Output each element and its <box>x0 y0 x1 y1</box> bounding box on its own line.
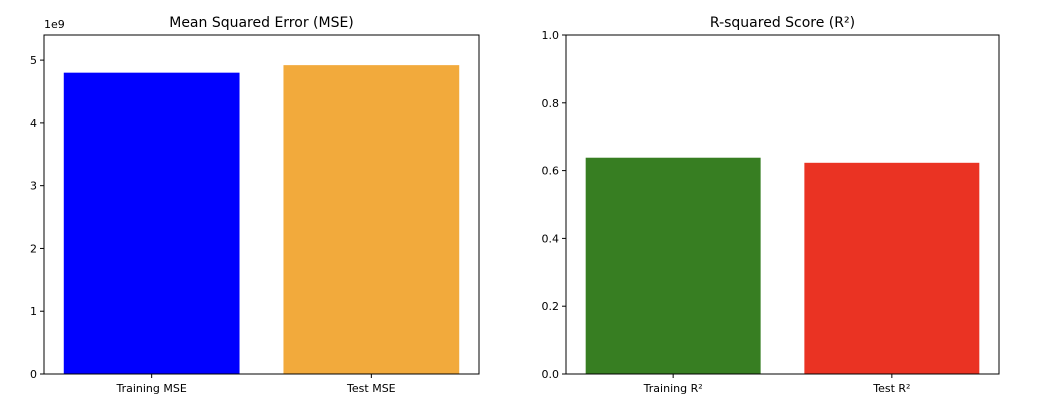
r2-ytick-label-0: 0.0 <box>542 368 560 381</box>
mse-ytick-label-0: 0 <box>30 368 37 381</box>
mse-axes-frame <box>43 34 480 375</box>
mse-category-label-0: Training MSE <box>115 382 186 395</box>
mse-bar-1 <box>283 65 460 374</box>
mse-y-multiplier-label: 1e9 <box>44 18 65 31</box>
r2-bar-0 <box>585 157 761 374</box>
mse-ytick-label-4: 4 <box>30 117 37 130</box>
r2-category-label-0: Training R² <box>643 382 703 395</box>
r2-chart-title: R-squared Score (R²) <box>710 15 855 31</box>
mse-category-label-1: Test MSE <box>346 382 396 395</box>
r2-ytick-label-4: 0.8 <box>542 97 560 110</box>
r2-ytick-label-1: 0.2 <box>542 300 560 313</box>
mse-ytick-label-3: 3 <box>30 180 37 193</box>
r2-axes-frame <box>565 34 1000 375</box>
r2-ytick-label-2: 0.4 <box>542 232 560 245</box>
mse-bar-0 <box>63 72 240 375</box>
mse-chart-title: Mean Squared Error (MSE) <box>169 15 354 31</box>
mse-ytick-label-5: 5 <box>30 54 37 67</box>
mse-ytick-label-1: 1 <box>30 305 37 318</box>
r2-ytick-label-3: 0.6 <box>542 165 560 178</box>
r2-category-label-1: Test R² <box>872 382 910 395</box>
mse-ytick-label-2: 2 <box>30 242 37 255</box>
mse-chart: Mean Squared Error (MSE) 1e9 0 1 2 3 4 5 Trainin… <box>30 15 480 395</box>
r2-bar-1 <box>804 162 980 374</box>
r2-ytick-label-5: 1.0 <box>542 29 560 42</box>
r2-chart: R-squared Score (R²) 0.0 0.2 0.4 0.6 0.8 1.0 Tr… <box>542 15 1000 395</box>
